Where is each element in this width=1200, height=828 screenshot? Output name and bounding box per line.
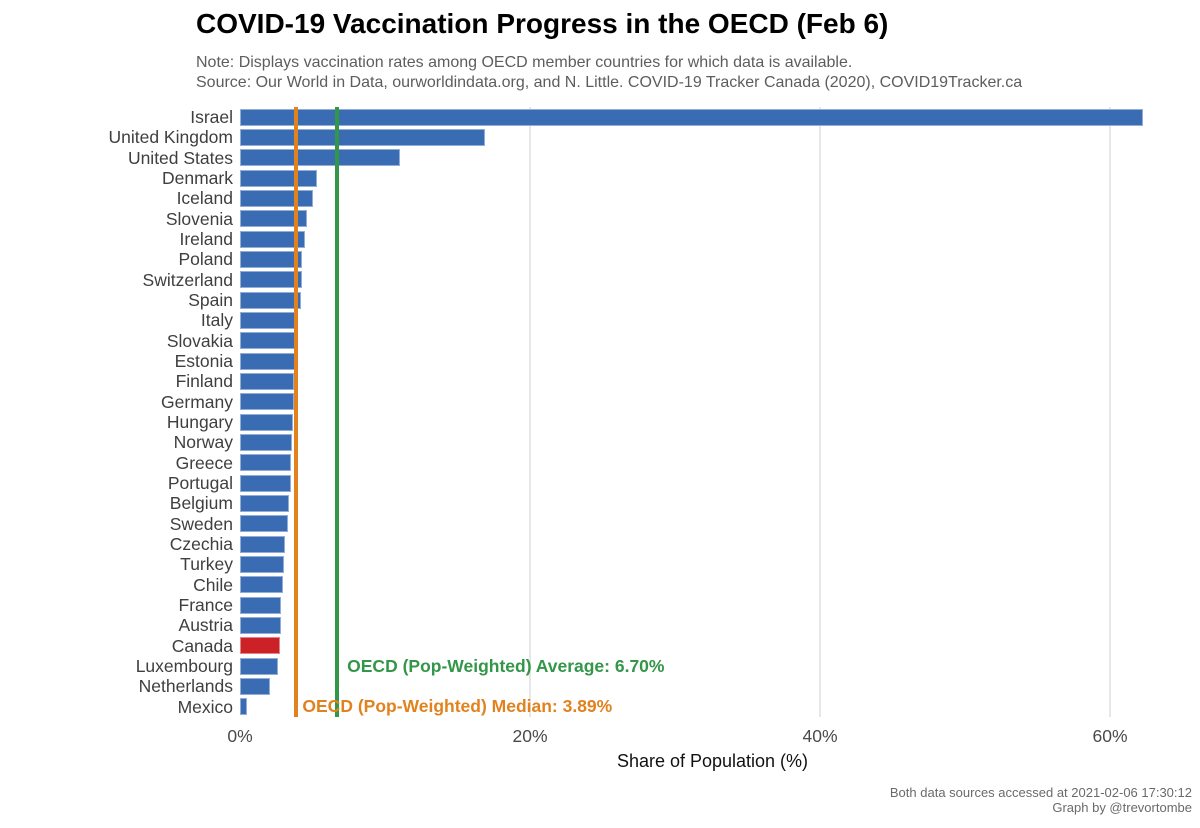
y-label-canada: Canada (171, 635, 233, 656)
y-label-france: France (178, 595, 233, 615)
caption-accessed: Both data sources accessed at 2021-02-06… (889, 785, 1192, 800)
gridline-20 (529, 107, 531, 717)
y-label-slovakia: Slovakia (166, 330, 233, 351)
bar-estonia (240, 352, 296, 370)
x-tick-40: 40% (802, 726, 838, 746)
y-label-iceland: Iceland (176, 188, 233, 209)
bar-belgium (240, 495, 290, 512)
bar-netherlands (240, 678, 271, 695)
bar-switzerland (240, 271, 302, 289)
y-label-finland: Finland (175, 371, 233, 392)
y-label-netherlands: Netherlands (138, 676, 233, 697)
bar-israel (240, 108, 1144, 126)
y-label-switzerland: Switzerland (142, 269, 233, 290)
y-label-united-states: United States (127, 147, 233, 168)
y-label-slovenia: Slovenia (165, 208, 233, 229)
average-reference-line (335, 107, 340, 717)
average-annotation: OECD (Pop-Weighted) Average: 6.70% (347, 655, 665, 676)
chart-note: Note: Displays vaccination rates among O… (196, 54, 853, 71)
y-label-italy: Italy (200, 310, 233, 331)
y-label-portugal: Portugal (167, 473, 233, 493)
y-label-spain: Spain (188, 290, 233, 310)
bar-canada (240, 637, 280, 655)
bar-austria (240, 617, 281, 634)
y-label-greece: Greece (175, 452, 233, 473)
y-label-austria: Austria (178, 615, 233, 636)
y-label-turkey: Turkey (180, 554, 233, 575)
chart-source: Source: Our World in Data, ourworldindat… (196, 74, 1023, 91)
bar-czechia (240, 535, 285, 553)
y-label-chile: Chile (193, 574, 233, 595)
y-label-belgium: Belgium (169, 493, 233, 514)
y-label-poland: Poland (178, 249, 234, 270)
gridline-60 (1109, 107, 1111, 717)
bar-sweden (240, 515, 288, 533)
y-label-norway: Norway (173, 432, 233, 453)
bar-slovakia (240, 332, 296, 350)
y-label-mexico: Mexico (177, 696, 233, 717)
bar-norway (240, 434, 293, 451)
bar-chile (240, 576, 283, 594)
bar-finland (240, 373, 295, 390)
bar-france (240, 596, 281, 614)
x-axis-title: Share of Population (%) (616, 751, 809, 771)
chart-title: COVID-19 Vaccination Progress in the OEC… (196, 8, 889, 39)
bar-spain (240, 291, 301, 309)
bar-united-kingdom (240, 129, 486, 146)
bar-slovenia (240, 210, 308, 228)
bar-poland (240, 251, 302, 268)
x-tick-60: 60% (1092, 726, 1128, 746)
bar-mexico (240, 698, 248, 716)
bar-united-states (240, 149, 400, 167)
y-label-denmark: Denmark (162, 168, 233, 188)
median-reference-line (294, 107, 299, 717)
bar-ireland (240, 230, 305, 248)
y-label-germany: Germany (161, 391, 233, 412)
plot-panel (240, 107, 1185, 717)
bar-luxembourg (240, 657, 278, 675)
bar-turkey (240, 556, 284, 573)
bar-greece (240, 454, 292, 472)
caption-author: Graph by @trevortombe (1052, 800, 1192, 815)
bar-denmark (240, 169, 317, 187)
bar-iceland (240, 190, 314, 207)
bar-germany (240, 393, 294, 411)
y-label-estonia: Estonia (174, 351, 233, 371)
x-tick-20: 20% (512, 726, 548, 746)
y-label-hungary: Hungary (166, 412, 233, 432)
y-label-sweden: Sweden (169, 513, 233, 534)
y-label-ireland: Ireland (179, 229, 233, 249)
y-label-israel: Israel (190, 107, 233, 127)
median-annotation: OECD (Pop-Weighted) Median: 3.89% (302, 696, 613, 717)
y-label-united-kingdom: United Kingdom (108, 127, 233, 148)
y-label-czechia: Czechia (169, 534, 233, 554)
x-tick-0: 0% (227, 726, 253, 746)
y-label-luxembourg: Luxembourg (135, 656, 233, 676)
bar-italy (240, 312, 296, 329)
bar-hungary (240, 413, 293, 431)
bar-portugal (240, 474, 291, 492)
gridline-40 (819, 107, 821, 717)
